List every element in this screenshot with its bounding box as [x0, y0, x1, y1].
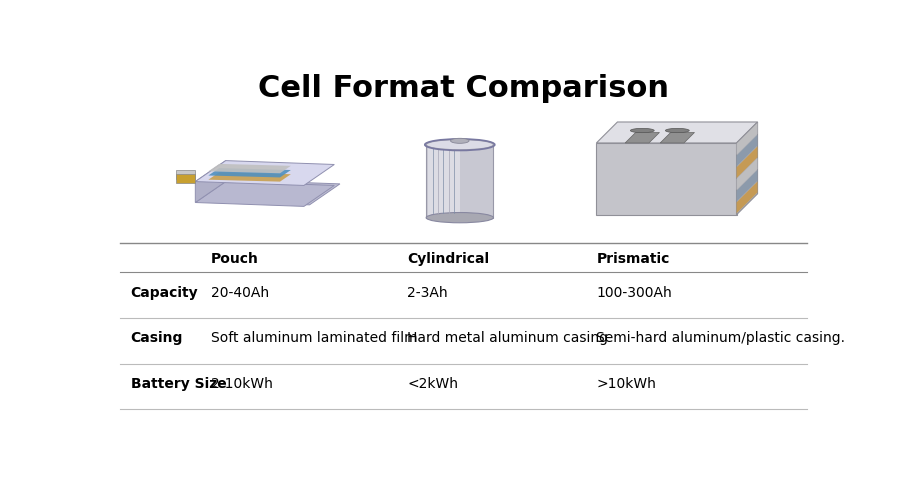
Text: Cell Format Comparison: Cell Format Comparison — [257, 74, 668, 103]
Polygon shape — [208, 164, 291, 173]
Polygon shape — [425, 145, 493, 218]
Ellipse shape — [425, 213, 493, 223]
Polygon shape — [195, 161, 226, 203]
Text: Prismatic: Prismatic — [596, 252, 669, 266]
Text: >10kWh: >10kWh — [596, 377, 656, 391]
Text: Semi-hard aluminum/plastic casing.: Semi-hard aluminum/plastic casing. — [596, 332, 844, 345]
Text: <2kWh: <2kWh — [406, 377, 458, 391]
Text: Pouch: Pouch — [211, 252, 258, 266]
Polygon shape — [659, 133, 694, 143]
Polygon shape — [176, 174, 195, 182]
Ellipse shape — [425, 140, 493, 150]
Polygon shape — [208, 172, 291, 181]
Ellipse shape — [629, 129, 654, 133]
Polygon shape — [195, 161, 334, 185]
Polygon shape — [736, 122, 757, 215]
Polygon shape — [736, 158, 757, 190]
Text: 2-3Ah: 2-3Ah — [406, 286, 447, 299]
Polygon shape — [736, 146, 757, 178]
Polygon shape — [625, 133, 659, 143]
Polygon shape — [176, 170, 195, 179]
Polygon shape — [427, 146, 460, 216]
Text: 2-10kWh: 2-10kWh — [211, 377, 273, 391]
Text: 100-300Ah: 100-300Ah — [596, 286, 672, 299]
Ellipse shape — [450, 138, 469, 143]
Ellipse shape — [665, 129, 688, 133]
Text: Hard metal aluminum casing: Hard metal aluminum casing — [406, 332, 608, 345]
Polygon shape — [596, 122, 757, 143]
Polygon shape — [195, 181, 334, 207]
Polygon shape — [596, 143, 736, 215]
Text: Soft aluminum laminated film: Soft aluminum laminated film — [211, 332, 417, 345]
Polygon shape — [200, 180, 340, 205]
Text: Casing: Casing — [130, 332, 182, 345]
Text: Cylindrical: Cylindrical — [406, 252, 489, 266]
Polygon shape — [736, 170, 757, 202]
Polygon shape — [736, 123, 757, 155]
Text: Capacity: Capacity — [130, 286, 198, 299]
Polygon shape — [736, 181, 757, 213]
Text: 20-40Ah: 20-40Ah — [211, 286, 269, 299]
Polygon shape — [208, 168, 291, 177]
Text: Battery Size: Battery Size — [130, 377, 226, 391]
Polygon shape — [736, 135, 757, 166]
